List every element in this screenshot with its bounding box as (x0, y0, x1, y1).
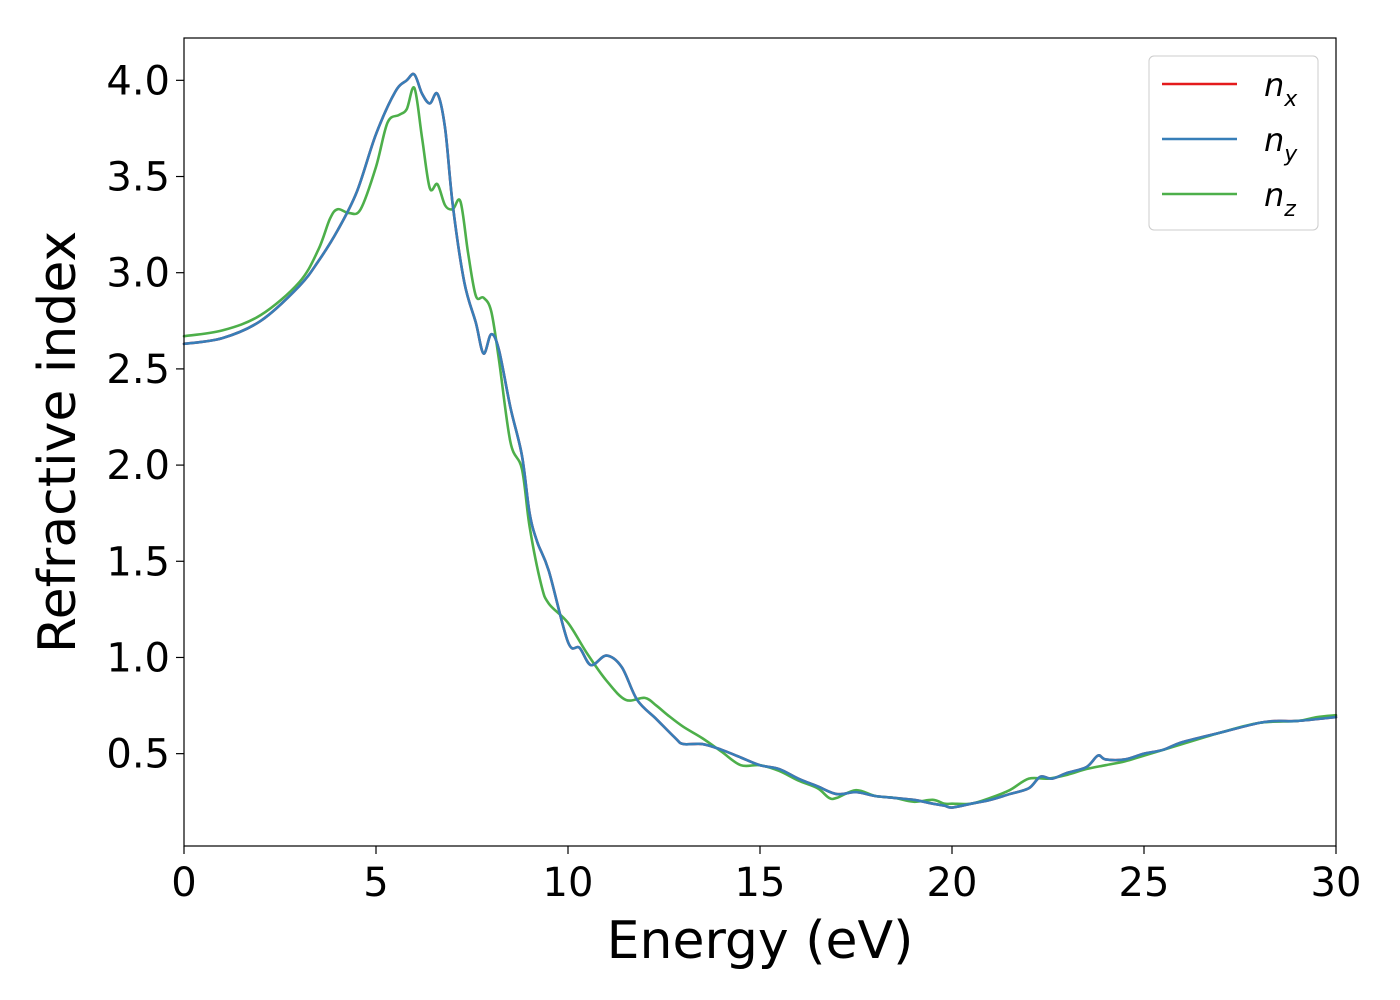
x-axis-ticks: 0 5 10 15 20 25 30 (171, 846, 1361, 906)
x-tick-label: 25 (1119, 860, 1170, 906)
legend-box (1148, 55, 1319, 231)
y-tick-label: 4.0 (106, 58, 170, 104)
legend-label-main: n (1264, 66, 1284, 104)
x-tick-label: 10 (543, 860, 594, 906)
x-tick-label: 5 (363, 860, 388, 906)
legend-label-sub: x (1283, 87, 1298, 112)
legend-label-n-x: nx (1264, 66, 1298, 112)
x-axis-label: Energy (eV) (607, 911, 914, 971)
y-tick-label: 3.0 (106, 251, 170, 297)
x-tick-label: 30 (1311, 860, 1362, 906)
series-layer (182, 72, 1338, 809)
y-tick-label: 0.5 (106, 732, 170, 778)
legend-label-sub: z (1283, 197, 1296, 222)
legend-label-sub: y (1283, 142, 1298, 167)
x-tick-label: 0 (171, 860, 196, 906)
x-tick-label: 20 (927, 860, 978, 906)
y-tick-label: 2.5 (106, 347, 170, 393)
y-axis-ticks: 0.5 1.0 1.5 2.0 2.5 3.0 3.5 4.0 (106, 58, 184, 778)
legend-label-n-z: nz (1264, 176, 1296, 222)
legend-label-main: n (1264, 176, 1284, 214)
legend-label-n-y: ny (1264, 121, 1298, 167)
series-line-n-y (182, 72, 1338, 809)
y-tick-label: 2.0 (106, 443, 170, 489)
y-tick-label: 3.5 (106, 155, 170, 201)
y-tick-label: 1.0 (106, 635, 170, 681)
x-tick-label: 15 (735, 860, 786, 906)
y-tick-label: 1.5 (106, 539, 170, 585)
legend-label-main: n (1264, 121, 1284, 159)
y-axis-label: Refractive index (28, 231, 88, 653)
